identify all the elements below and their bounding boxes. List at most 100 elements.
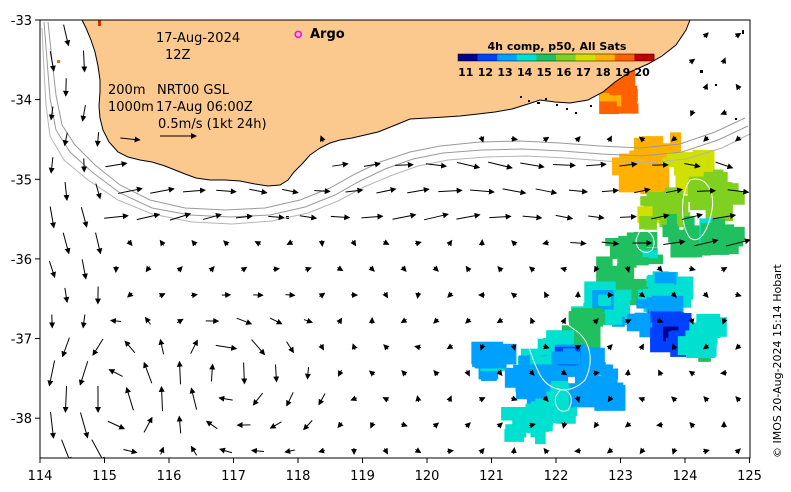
current-vector	[606, 135, 612, 143]
imos-credit: © IMOS 20-Aug-2024 15:14 Hobart	[771, 264, 784, 458]
isobath-200-label: 200m	[108, 83, 145, 98]
current-vector	[478, 397, 486, 403]
x-tick: 121	[479, 458, 504, 484]
current-vector	[651, 213, 670, 220]
x-tick-label: 117	[221, 469, 246, 484]
current-vector	[363, 161, 381, 168]
hour-label: 12Z	[165, 48, 191, 63]
current-vector	[318, 447, 326, 454]
current-vector	[144, 316, 151, 325]
current-vector	[62, 232, 71, 255]
x-tick: 116	[157, 458, 181, 484]
current-vector	[63, 287, 70, 304]
current-vector	[639, 447, 646, 455]
current-vector	[446, 239, 453, 247]
current-vector	[670, 291, 677, 298]
current-vector	[620, 213, 637, 220]
current-vector	[720, 57, 727, 64]
current-vector	[588, 214, 605, 221]
current-vector	[447, 291, 454, 298]
current-vector	[337, 369, 344, 377]
source-label: NRT00 GSL	[157, 83, 230, 98]
current-vector	[528, 369, 535, 376]
current-vector	[520, 162, 545, 170]
current-vector	[702, 343, 710, 350]
current-vector	[606, 344, 613, 351]
current-vector	[268, 214, 285, 221]
current-vector	[350, 239, 357, 247]
current-vector	[401, 421, 408, 428]
current-vector	[370, 421, 376, 429]
current-vector	[658, 369, 664, 377]
current-vector	[488, 161, 513, 170]
current-vector	[638, 291, 646, 298]
current-vector	[190, 445, 198, 456]
current-vector	[535, 188, 558, 196]
current-vector	[241, 362, 248, 385]
current-vector	[703, 396, 710, 403]
current-vector	[735, 83, 742, 91]
x-axis: 114 115 116 117 118 119 120 121 122 123 …	[28, 458, 762, 484]
current-vector	[345, 187, 364, 194]
current-vector	[150, 186, 175, 194]
y-tick: -34	[11, 94, 40, 109]
current-vector	[721, 318, 728, 325]
colorbar-label: 12	[478, 66, 493, 79]
current-vector	[414, 447, 422, 454]
current-vector	[696, 187, 717, 194]
x-tick-label: 122	[544, 469, 569, 484]
current-vector	[143, 416, 153, 433]
current-vector	[688, 58, 696, 65]
y-tick: -33	[11, 14, 40, 29]
current-vector	[336, 265, 344, 272]
current-vector	[702, 448, 710, 455]
current-vector	[415, 291, 422, 299]
x-tick: 122	[544, 458, 569, 484]
current-vector	[672, 343, 678, 351]
y-tick-label: -34	[11, 94, 32, 109]
current-vector	[81, 259, 88, 280]
sst-patch	[597, 69, 639, 115]
x-tick-label: 115	[92, 469, 117, 484]
y-tick-label: -33	[11, 14, 32, 29]
sst-patch	[551, 344, 606, 377]
current-vector	[319, 135, 326, 142]
current-vector	[80, 105, 87, 122]
current-vector	[727, 188, 750, 195]
current-vector	[638, 136, 646, 143]
current-vector	[249, 188, 268, 195]
current-vector	[158, 338, 165, 355]
current-vector	[318, 239, 325, 247]
current-vector	[273, 364, 280, 383]
x-tick: 120	[415, 458, 439, 484]
isobath-1000-label: 1000m	[108, 100, 154, 115]
current-vector	[568, 188, 589, 195]
current-vector	[510, 447, 517, 455]
current-vector	[251, 339, 266, 356]
current-vector	[619, 161, 638, 168]
current-vector	[734, 291, 742, 298]
current-vector	[694, 238, 719, 247]
current-vector	[574, 395, 581, 403]
current-vector	[252, 392, 263, 406]
sst-patch	[699, 218, 745, 255]
current-vector	[270, 317, 283, 325]
current-vector	[400, 317, 408, 324]
current-vector	[286, 341, 294, 354]
current-vector	[158, 446, 165, 455]
y-tick: -37	[11, 333, 40, 348]
colorbar-frame	[457, 53, 655, 62]
current-vector	[120, 136, 141, 143]
y-tick: -36	[11, 253, 40, 268]
current-vector	[62, 385, 69, 413]
current-vector	[702, 83, 708, 91]
current-vector	[720, 109, 728, 115]
current-vector	[657, 317, 664, 324]
current-vector	[479, 344, 486, 351]
current-vector	[209, 363, 216, 382]
current-vector	[368, 265, 375, 272]
current-vector	[92, 338, 104, 356]
current-vector	[158, 385, 165, 412]
sst-patch	[612, 150, 670, 195]
current-vector	[126, 239, 133, 247]
